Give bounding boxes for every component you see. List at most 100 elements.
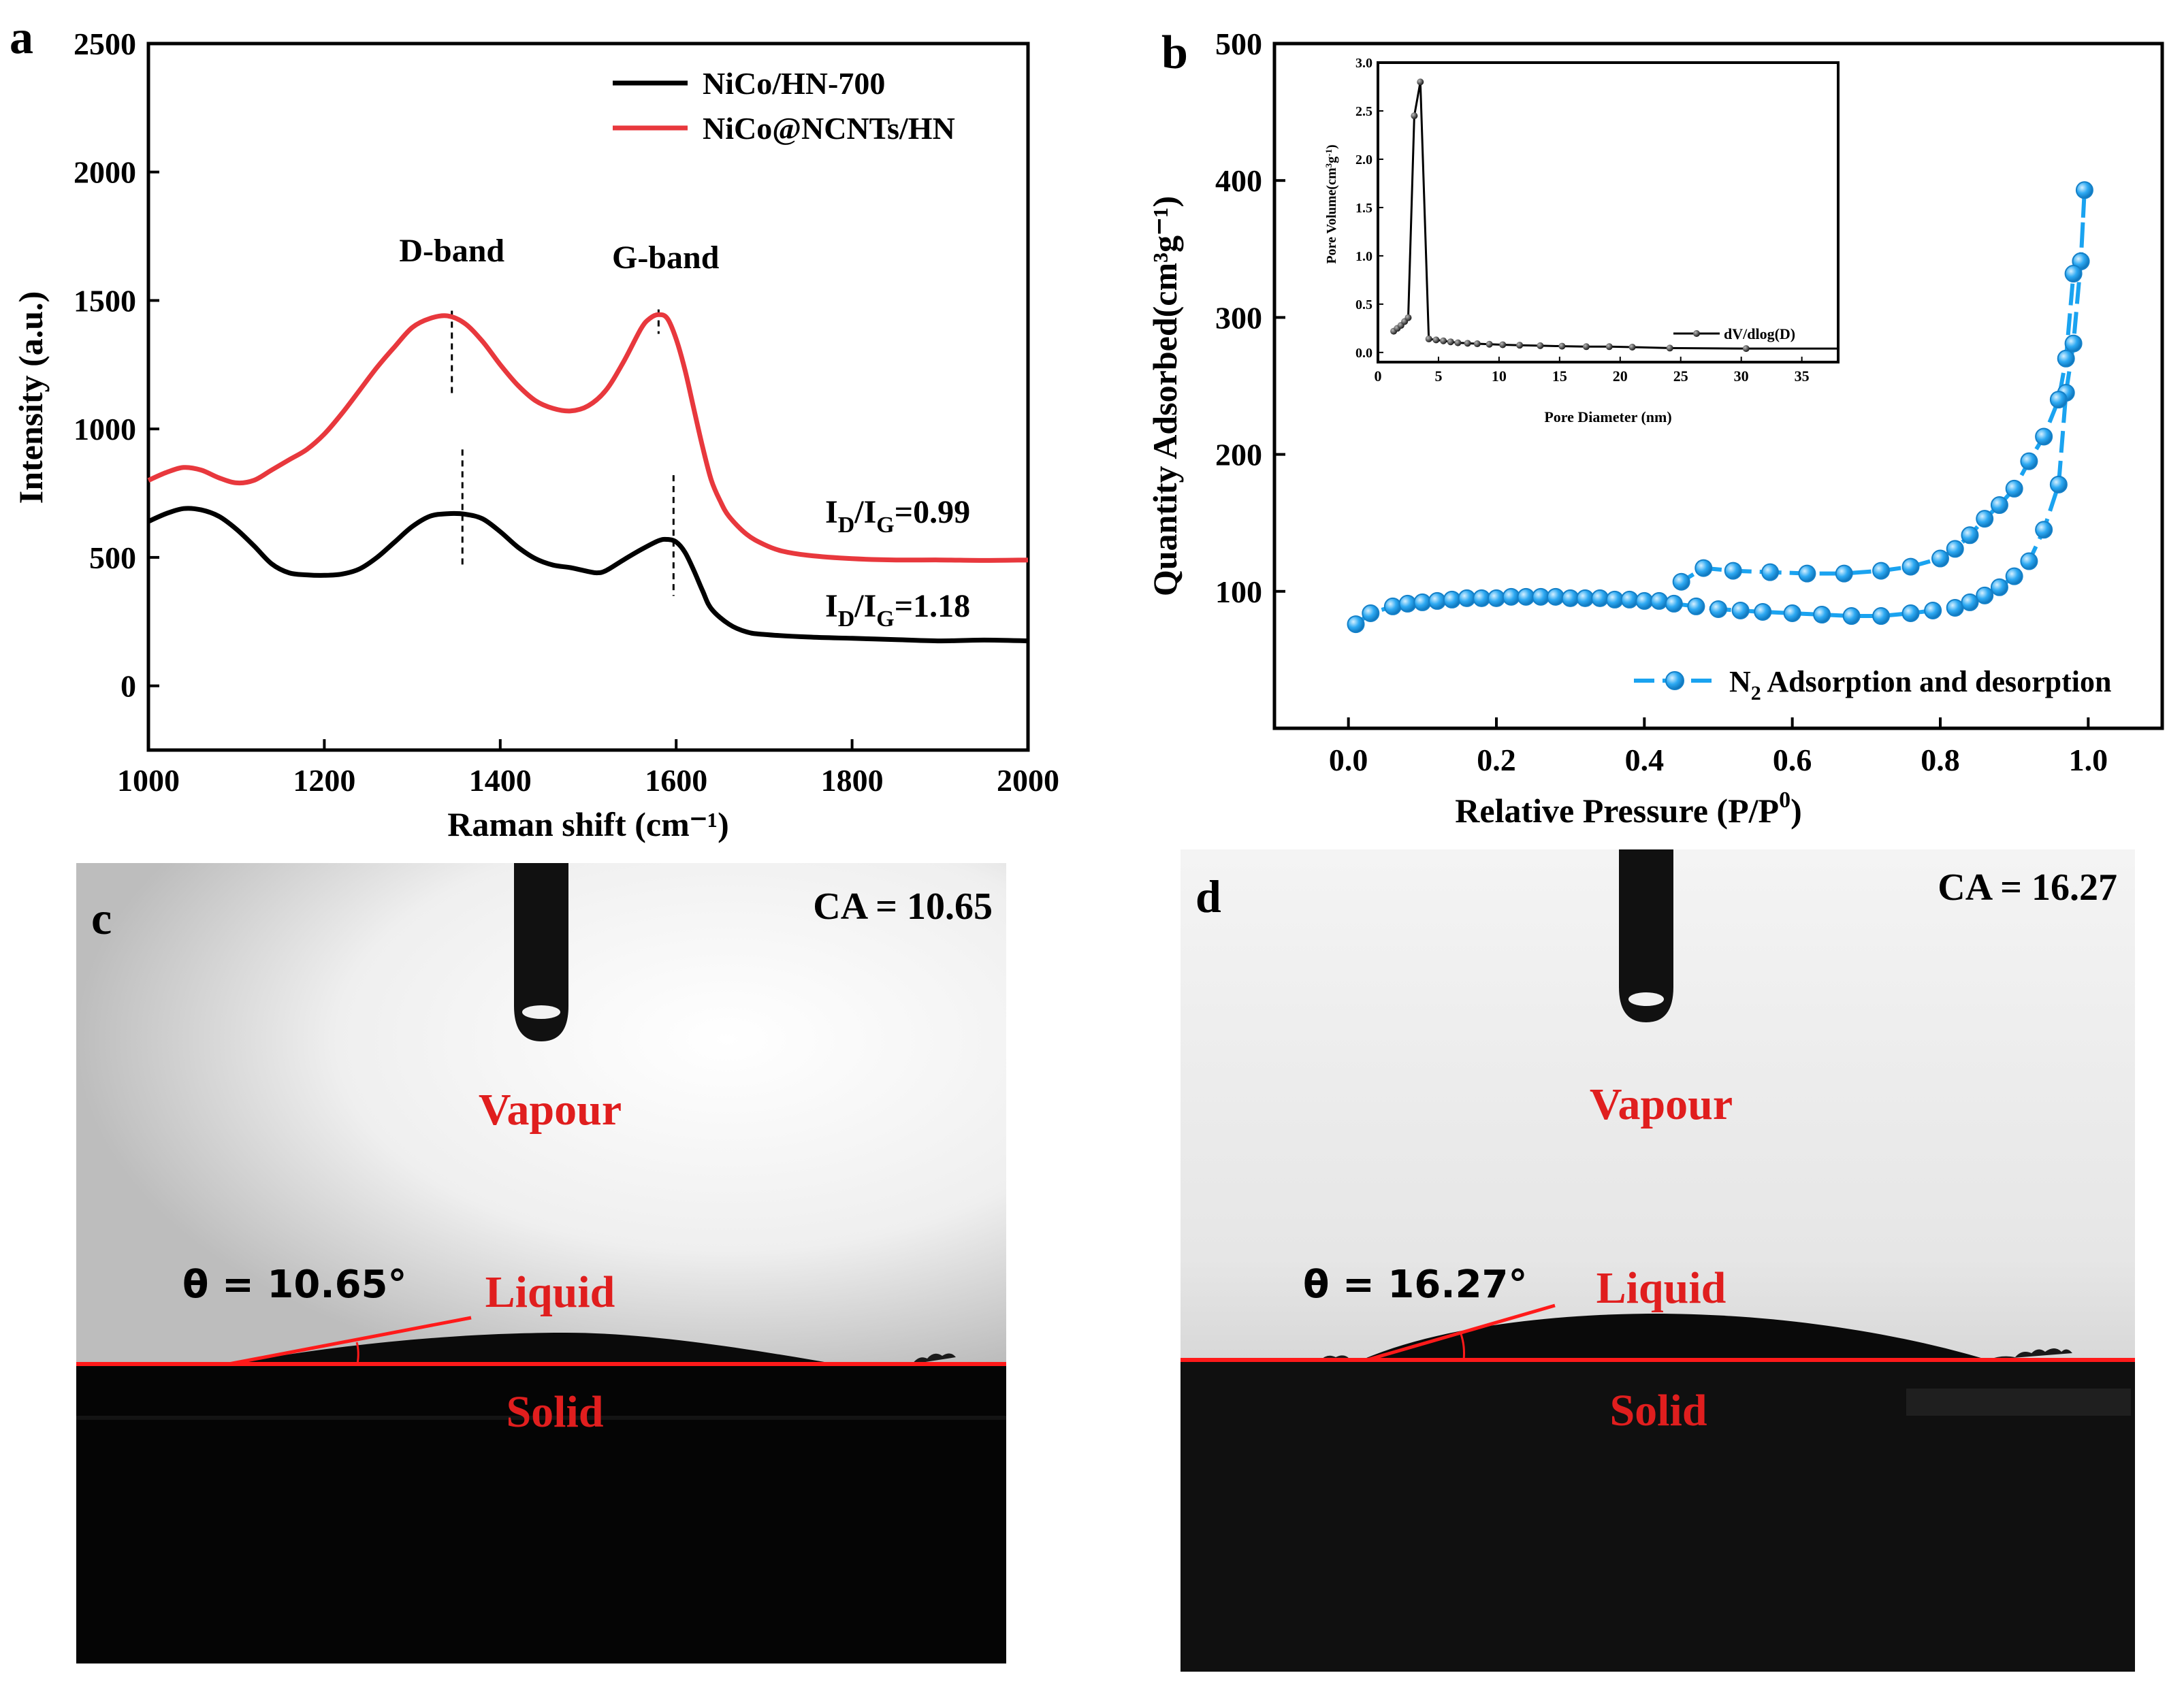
bet-point-17 xyxy=(1605,590,1624,608)
panel-c-liquid-label: Liquid xyxy=(485,1267,615,1317)
inset-point-19 xyxy=(1582,343,1590,351)
inset-axes: 0 5 10 15 20 25 30 35 0.0 0.5 1.0 1.5 2.0 2.5 3.0 xyxy=(1355,56,1810,385)
raman-x-tick-label-1600: 1600 xyxy=(645,763,707,798)
bet-point-7 xyxy=(1458,589,1476,607)
inset-point-17 xyxy=(1537,342,1544,349)
bet-point-38 xyxy=(2035,521,2053,539)
bet-point-39 xyxy=(2049,475,2068,493)
bet-point-51 xyxy=(1990,496,2008,515)
bet-point-2 xyxy=(1383,597,1402,615)
bet-point-30 xyxy=(1901,604,1920,622)
bet-point-8 xyxy=(1473,589,1491,607)
bet-point-45 xyxy=(2064,265,2083,283)
inset-x-tick-label-30: 30 xyxy=(1734,368,1749,385)
inset-point-12 xyxy=(1464,340,1471,347)
bet-point-16 xyxy=(1591,589,1609,607)
bet-point-12 xyxy=(1532,587,1550,606)
raman-x-tick-label-1400: 1400 xyxy=(469,763,532,798)
inset-y-tick-label-2: 2.0 xyxy=(1355,152,1372,167)
panel-a-raman-chart: a 1000 1200 1400 1600 1800 2000 0 500 1000 1500 20… xyxy=(10,12,1059,843)
bet-legend-label: N2 Adsorption and desorption xyxy=(1729,665,2111,704)
bet-point-21 xyxy=(1665,594,1683,613)
bet-point-29 xyxy=(1872,607,1891,626)
raman-series-nico-ncnts-hn xyxy=(147,312,1029,563)
panel-c-label: c xyxy=(91,892,112,944)
inset-y-tick-label-1: 1.0 xyxy=(1355,249,1372,264)
raman-band-markers xyxy=(451,309,675,596)
panel-d-angle-arc xyxy=(1460,1333,1465,1361)
bet-point-41 xyxy=(2064,334,2083,353)
raman-axes: 1000 1200 1400 1600 1800 2000 0 500 1000 1500 2000… xyxy=(74,27,1059,798)
panel-d-label: d xyxy=(1195,871,1221,922)
bet-x-tick-label-0.6: 0.6 xyxy=(1773,743,1812,777)
inset-point-14 xyxy=(1486,340,1493,348)
panel-c-debris xyxy=(912,1353,956,1364)
bet-point-20 xyxy=(1650,591,1669,610)
panel-c-needle xyxy=(514,863,568,1041)
bet-point-63 xyxy=(1672,572,1690,591)
raman-x-tick-label-1800: 1800 xyxy=(821,763,884,798)
inset-x-tick-label-20: 20 xyxy=(1613,368,1628,385)
inset-y-axis-label: Pore Volume(cm3g-1) xyxy=(1323,144,1339,263)
bet-point-18 xyxy=(1620,590,1639,608)
bet-point-55 xyxy=(1931,549,1949,568)
bet-point-24 xyxy=(1731,601,1750,619)
bet-point-46 xyxy=(2057,349,2075,368)
raman-y-tick-label-1500: 1500 xyxy=(74,283,136,318)
inset-x-tick-label-0: 0 xyxy=(1375,368,1382,385)
bet-x-axis-label: Relative Pressure (P/P0) xyxy=(1455,788,1801,830)
bet-x-tick-label-0.8: 0.8 xyxy=(1921,743,1960,777)
bet-point-5 xyxy=(1428,591,1447,610)
d-band-annotation: D-band xyxy=(399,233,504,269)
panel-d-needle xyxy=(1619,849,1673,1022)
inset-point-6 xyxy=(1417,78,1424,86)
bet-point-62 xyxy=(1695,559,1713,577)
bet-point-6 xyxy=(1443,590,1461,608)
bet-point-9 xyxy=(1488,589,1505,607)
bet-point-56 xyxy=(1901,557,1920,576)
inset-point-5 xyxy=(1411,112,1418,120)
inset-y-tick-label-1.5: 1.5 xyxy=(1355,201,1372,216)
bet-y-tick-label-500: 500 xyxy=(1215,27,1262,61)
ratio-label-black: ID/IG=1.18 xyxy=(825,588,970,632)
bet-y-tick-label-400: 400 xyxy=(1215,163,1262,198)
inset-point-21 xyxy=(1628,344,1636,351)
bet-point-33 xyxy=(1961,593,1979,611)
panel-d-needle-highlight xyxy=(1628,992,1664,1006)
raman-y-tick-label-500: 500 xyxy=(89,540,136,575)
bet-point-57 xyxy=(1872,562,1891,580)
bet-point-28 xyxy=(1842,607,1861,626)
inset-point-10 xyxy=(1447,338,1454,346)
bet-point-10 xyxy=(1502,587,1520,606)
bet-point-34 xyxy=(1976,586,1994,604)
bet-point-49 xyxy=(2020,452,2038,470)
raman-x-tick-label-1200: 1200 xyxy=(293,763,355,798)
bet-point-53 xyxy=(1961,526,1979,545)
panel-a-label: a xyxy=(10,12,33,64)
bet-point-59 xyxy=(1798,564,1816,583)
bet-point-35 xyxy=(1990,578,2008,596)
inset-legend: dV/dlog(D) xyxy=(1673,325,1795,342)
raman-plot-frame xyxy=(146,42,1030,752)
raman-y-tick-label-1000: 1000 xyxy=(74,412,136,447)
panel-d-solid-label: Solid xyxy=(1609,1386,1707,1435)
inset-y-tick-label-0: 0.0 xyxy=(1355,346,1372,361)
inset-x-tick-label-5: 5 xyxy=(1434,368,1442,385)
bet-point-13 xyxy=(1546,587,1564,606)
bet-point-48 xyxy=(2035,427,2053,446)
inset-x-tick-label-15: 15 xyxy=(1552,368,1567,385)
raman-y-tick-label-2500: 2500 xyxy=(74,27,136,61)
bet-x-tick-label-0.2: 0.2 xyxy=(1477,743,1516,777)
inset-y-tick-label-3: 3.0 xyxy=(1355,56,1372,71)
inset-series xyxy=(1390,78,1838,353)
bet-legend: N2 Adsorption and desorption xyxy=(1634,665,2111,704)
bet-legend-marker xyxy=(1665,671,1684,690)
inset-y-tick-label-0.5: 0.5 xyxy=(1355,297,1372,312)
raman-x-axis-label: Raman shift (cm⁻¹) xyxy=(447,805,729,843)
bet-x-tick-label-0.4: 0.4 xyxy=(1625,743,1665,777)
panel-c-contact-angle-image: c CA = 10.65 Vapour Liquid Solid θ = 10.… xyxy=(76,863,1006,1663)
bet-point-15 xyxy=(1576,589,1594,607)
raman-y-tick-label-0: 0 xyxy=(121,669,136,704)
